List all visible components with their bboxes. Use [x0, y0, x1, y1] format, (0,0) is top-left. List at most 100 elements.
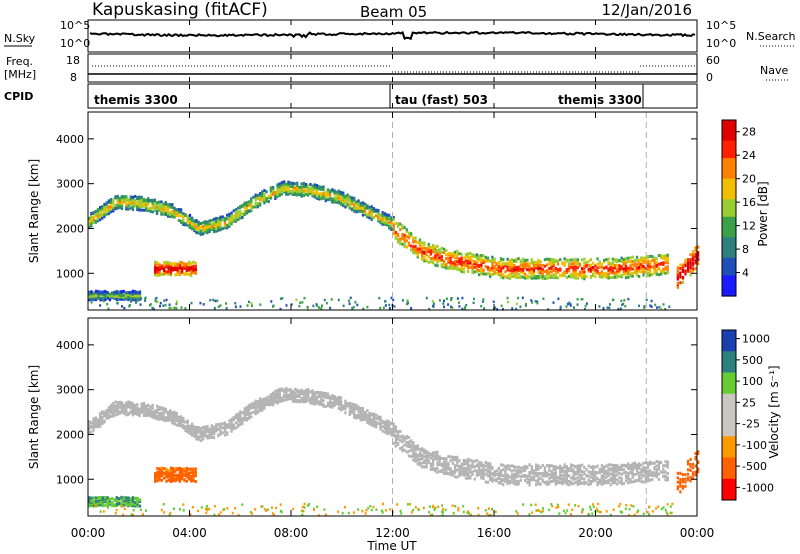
echo-cell: [362, 307, 365, 311]
colorbar-cell: [722, 216, 736, 221]
echo-cell: [458, 261, 461, 265]
echo-cell: [385, 419, 389, 423]
echo-cell: [552, 258, 555, 262]
echo-cell: [541, 263, 544, 267]
echo-cell: [552, 476, 555, 480]
echo-cell: [471, 269, 474, 273]
echo-cell: [495, 469, 498, 473]
echo-cell: [173, 416, 176, 420]
echo-cell: [486, 462, 490, 465]
echo-cell: [109, 206, 113, 210]
echo-cell: [281, 297, 284, 300]
echo-cell: [425, 459, 428, 462]
echo-cell: [209, 298, 212, 302]
echo-cell: [445, 457, 448, 461]
echo-cell: [401, 440, 404, 444]
echo-cell: [587, 267, 590, 271]
echo-cell: [88, 216, 91, 220]
echo-cell: [510, 261, 514, 265]
echo-cell: [482, 473, 485, 477]
echo-cell: [160, 210, 163, 214]
echo-cell: [186, 220, 189, 224]
echo-cell: [660, 470, 663, 474]
echo-cell: [322, 403, 325, 407]
echo-cell: [460, 471, 463, 475]
echo-cell: [219, 222, 222, 225]
echo-cell: [348, 195, 351, 199]
echo-cell: [620, 274, 623, 277]
echo-cell: [679, 480, 682, 484]
echo-cell: [276, 388, 279, 392]
echo-cell: [394, 230, 397, 234]
echo-cell: [230, 222, 233, 226]
echo-cell: [139, 508, 142, 512]
echo-cell: [300, 388, 303, 392]
echo-cell: [681, 268, 685, 272]
echo-cell: [136, 498, 139, 502]
echo-cell: [497, 260, 500, 264]
echo-cell: [189, 513, 192, 516]
echo-cell: [195, 219, 198, 222]
echo-cell: [165, 473, 168, 477]
echo-cell: [669, 511, 672, 515]
echo-cell: [432, 302, 435, 305]
echo-cell: [379, 423, 382, 427]
echo-cell: [489, 274, 492, 278]
echo-cell: [423, 250, 426, 254]
echo-cell: [390, 220, 393, 224]
echo-cell: [508, 464, 511, 468]
echo-cell: [584, 307, 586, 311]
echo-cell: [202, 303, 205, 306]
echo-cell: [458, 267, 461, 271]
echo-cell: [280, 181, 284, 185]
echo-cell: [153, 198, 156, 202]
echo-cell: [493, 470, 496, 474]
echo-cell: [491, 472, 494, 476]
echo-cell: [298, 191, 301, 195]
echo-cell: [180, 415, 183, 419]
echo-cell: [393, 305, 396, 308]
echo-cell: [541, 275, 544, 278]
echo-cell: [254, 399, 257, 403]
echo-cell: [250, 411, 253, 415]
echo-cell: [243, 409, 246, 413]
echo-cell: [197, 426, 200, 429]
echo-cell: [574, 265, 577, 269]
echo-cell: [384, 509, 387, 512]
echo-cell: [175, 413, 178, 417]
echo-cell: [445, 464, 448, 468]
echo-cell: [276, 390, 279, 394]
echo-cell: [585, 468, 588, 472]
echo-cell: [372, 418, 376, 422]
echo-cell: [417, 508, 420, 512]
echo-cell: [574, 260, 577, 264]
echo-cell: [642, 270, 645, 274]
echo-cell: [622, 464, 625, 467]
colorbar-cell: [722, 196, 736, 200]
echo-cell: [432, 304, 435, 308]
echo-cell: [592, 268, 595, 272]
echo-cell: [432, 461, 435, 465]
echo-cell: [149, 414, 152, 418]
echo-cell: [429, 513, 432, 517]
echo-cell: [333, 402, 336, 406]
colorbar-cell: [722, 166, 736, 171]
echo-cell: [88, 223, 91, 227]
echo-cell: [390, 431, 393, 435]
echo-cell: [554, 467, 557, 471]
echo-cell: [107, 415, 110, 419]
echo-cell: [298, 399, 301, 403]
echo-cell: [399, 439, 402, 443]
echo-cell: [613, 468, 617, 472]
echo-cell: [515, 270, 518, 274]
echo-cell: [662, 269, 665, 273]
echo-cell: [676, 273, 679, 277]
echo-cell: [480, 257, 483, 261]
echo-cell: [691, 255, 695, 259]
echo-cell: [172, 472, 175, 476]
station-title: Kapuskasing (fitACF): [92, 0, 268, 20]
echo-cell: [660, 272, 663, 276]
echo-cell: [684, 272, 687, 276]
echo-band-4: [88, 289, 142, 302]
echo-cell: [142, 402, 146, 405]
